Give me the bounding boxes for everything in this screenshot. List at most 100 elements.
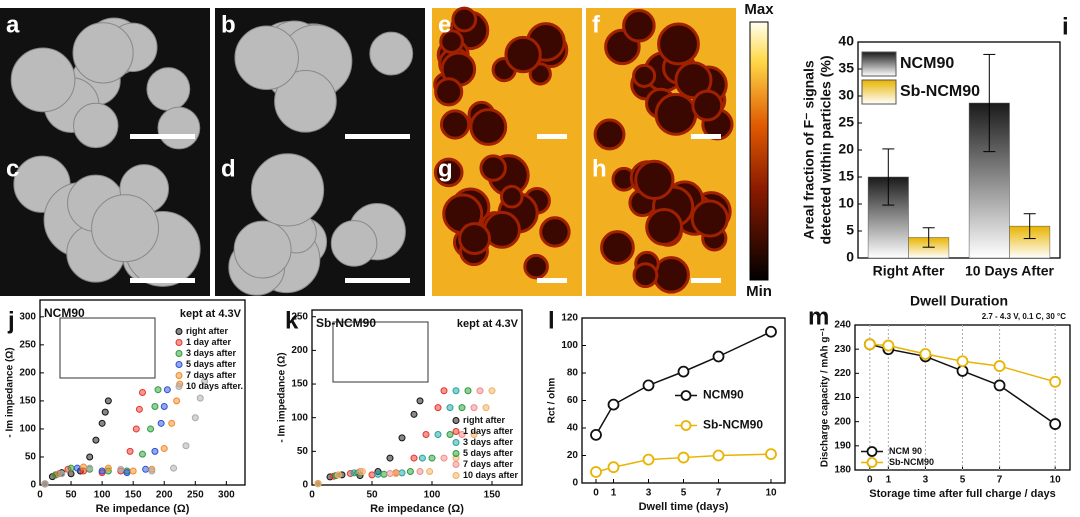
- x-tick-label: 7: [716, 488, 722, 499]
- point: [464, 387, 472, 395]
- point: [314, 480, 322, 488]
- x-tick-label: 250: [187, 490, 204, 501]
- x-tick-label: 1: [611, 488, 617, 499]
- point: [126, 447, 134, 455]
- inset: [332, 321, 429, 383]
- error-bar: [882, 148, 895, 206]
- x-tick-label: Right After: [873, 263, 945, 279]
- marker: [863, 338, 876, 351]
- legend-marker: [175, 383, 183, 390]
- point: [151, 403, 159, 411]
- legend-label: 1 days after: [463, 426, 514, 436]
- particle: [523, 253, 549, 280]
- point: [86, 464, 94, 472]
- legend-label: right after: [186, 326, 229, 336]
- point: [418, 454, 426, 462]
- particle: [528, 62, 552, 86]
- chart-subtitle: kept at 4.3V: [457, 318, 519, 330]
- panel-label: d: [221, 155, 236, 182]
- y-tick-label: 240: [834, 320, 851, 331]
- legend-label: 10 days after: [463, 470, 519, 480]
- legend-marker: [175, 328, 183, 335]
- point: [196, 394, 204, 402]
- point: [410, 410, 418, 418]
- marker: [677, 365, 690, 378]
- point: [163, 386, 171, 394]
- scale-bar: [691, 134, 721, 139]
- scale-bar: [537, 134, 567, 139]
- particle: [451, 6, 478, 33]
- x-axis-label: Storage time after full charge / days: [869, 488, 1055, 500]
- y-tick-label: 120: [561, 313, 578, 324]
- point: [79, 463, 87, 471]
- point: [168, 419, 176, 427]
- particle: [439, 29, 464, 54]
- x-tick-label: 3: [923, 475, 929, 486]
- particle: [233, 220, 292, 279]
- y-axis-label: - Im impedance (Ω): [277, 352, 288, 442]
- y-tick-label: 200: [19, 368, 36, 379]
- marker: [765, 325, 777, 338]
- legend-marker: [175, 350, 183, 357]
- y-tick-label: 0: [30, 480, 36, 491]
- panel-label: h: [592, 155, 607, 182]
- y-tick-label: 0: [302, 480, 308, 491]
- y-tick-label: 10: [838, 195, 854, 211]
- panel-label: l: [548, 307, 555, 334]
- legend-label: NCM90: [900, 55, 954, 72]
- particle: [622, 8, 656, 43]
- legend-label: NCM90: [703, 388, 744, 402]
- particle: [690, 199, 729, 238]
- y-tick-label: 20: [567, 450, 579, 461]
- scale-bar: [537, 278, 567, 283]
- y-tick-label: 200: [834, 416, 851, 427]
- legend-label: 3 days after: [463, 437, 514, 447]
- legend-marker: [680, 420, 692, 431]
- point: [58, 470, 66, 478]
- error-bar: [922, 227, 935, 248]
- y-axis-label: - Im impedance (Ω): [5, 347, 16, 437]
- particle: [600, 230, 635, 265]
- legend-label: NCM 90: [889, 446, 922, 456]
- y-axis-label: detected within particles (%): [818, 55, 834, 244]
- point: [406, 468, 414, 476]
- scale-bar: [130, 134, 195, 139]
- x-tick-label: 150: [125, 490, 142, 501]
- panel-label: e: [438, 11, 451, 38]
- legend-label: Sb-NCM90: [900, 83, 980, 100]
- x-tick-label: 50: [366, 490, 378, 501]
- point: [160, 445, 168, 453]
- x-tick-label: 5: [960, 475, 966, 486]
- x-tick-label: 100: [94, 490, 111, 501]
- legend-marker: [680, 390, 692, 401]
- marker: [607, 461, 620, 474]
- panel-label: i: [1062, 13, 1069, 40]
- marker: [712, 449, 725, 462]
- x-tick-label: 7: [997, 475, 1003, 486]
- particle: [369, 31, 414, 76]
- x-tick-label: 0: [593, 488, 599, 499]
- point: [440, 387, 448, 395]
- particle: [146, 67, 191, 111]
- legend-label: 7 days after: [186, 370, 237, 380]
- legend-marker: [452, 428, 460, 435]
- point: [139, 450, 146, 458]
- legend-marker: [175, 372, 183, 379]
- point: [151, 447, 159, 455]
- plot-frame: [311, 309, 523, 486]
- point: [458, 404, 466, 412]
- particle: [10, 47, 76, 113]
- y-tick-label: 40: [838, 33, 854, 49]
- panel-label: f: [592, 11, 601, 38]
- legend-label: Sb-NCM90: [703, 418, 763, 432]
- y-tick-label: 50: [297, 446, 309, 457]
- point: [434, 431, 442, 439]
- point: [135, 405, 143, 413]
- point: [386, 470, 394, 478]
- y-tick-label: 150: [19, 396, 36, 407]
- point: [446, 431, 454, 439]
- particle: [499, 184, 524, 209]
- y-tick-label: 0: [572, 478, 578, 489]
- y-tick-label: 100: [561, 340, 578, 351]
- legend-label: 1 day after: [186, 337, 232, 347]
